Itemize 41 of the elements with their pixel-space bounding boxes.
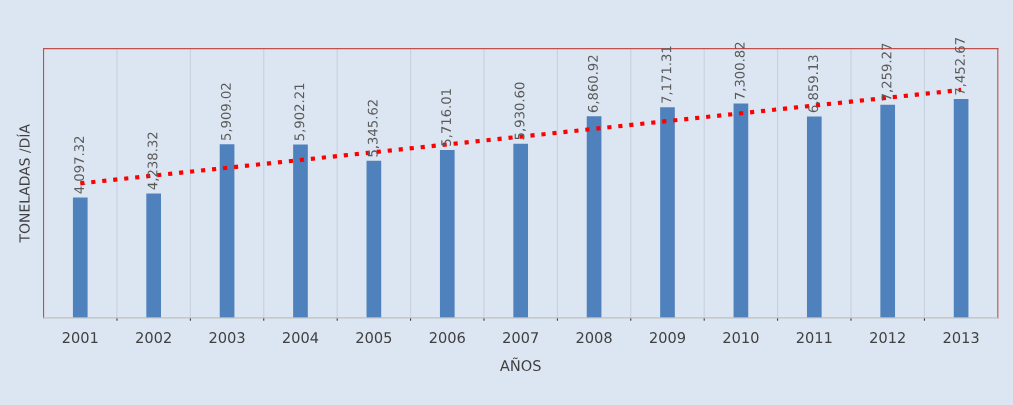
- data-label: 5,902.21: [294, 83, 306, 141]
- x-tick-label: 2009: [650, 332, 686, 344]
- data-label: 7,300.82: [734, 42, 747, 100]
- bar: [72, 197, 88, 318]
- data-label: 7,452.67: [954, 38, 967, 95]
- x-tick-label: 2003: [209, 332, 245, 344]
- data-label: 4,097.32: [74, 136, 86, 194]
- bar: [953, 98, 969, 318]
- x-tick-label: 2008: [576, 332, 612, 344]
- data-label: 7,259.27: [881, 43, 893, 101]
- bar: [660, 107, 675, 318]
- data-label: 5,909.02: [220, 83, 233, 141]
- x-axis-title: AÑOS: [499, 357, 541, 372]
- x-tick-label: 2002: [136, 332, 171, 344]
- x-tick-label: 2004: [282, 332, 319, 344]
- x-tick-label: 2012: [870, 332, 905, 344]
- bar: [439, 149, 455, 318]
- bar: [880, 104, 896, 318]
- x-tick-label: 2011: [796, 332, 832, 344]
- data-label: 5,716.01: [441, 89, 453, 146]
- x-tick-label: 2006: [429, 332, 465, 344]
- x-tick-label: 2007: [503, 332, 538, 344]
- bar: [806, 116, 822, 318]
- x-tick-label: 2013: [943, 332, 979, 344]
- data-label: 6,860.92: [587, 55, 600, 113]
- bar: [733, 103, 749, 318]
- x-tick-label: 2001: [62, 332, 98, 344]
- bar: [586, 116, 602, 318]
- bar: [146, 193, 161, 318]
- bar: [513, 143, 529, 318]
- data-label: 5,930.60: [514, 82, 526, 140]
- x-tick-label: 2005: [356, 332, 392, 344]
- bar: [366, 160, 382, 318]
- bar: [293, 144, 308, 318]
- bar: [219, 144, 235, 318]
- data-label: 4,238.32: [147, 132, 159, 190]
- x-tick-label: 2010: [723, 332, 759, 344]
- data-label: 7,171.31: [661, 46, 673, 103]
- data-label: 6,859.13: [808, 55, 820, 113]
- y-axis-title: TONELADAS /DÍA: [16, 124, 31, 243]
- data-label: 5,345.62: [367, 100, 380, 157]
